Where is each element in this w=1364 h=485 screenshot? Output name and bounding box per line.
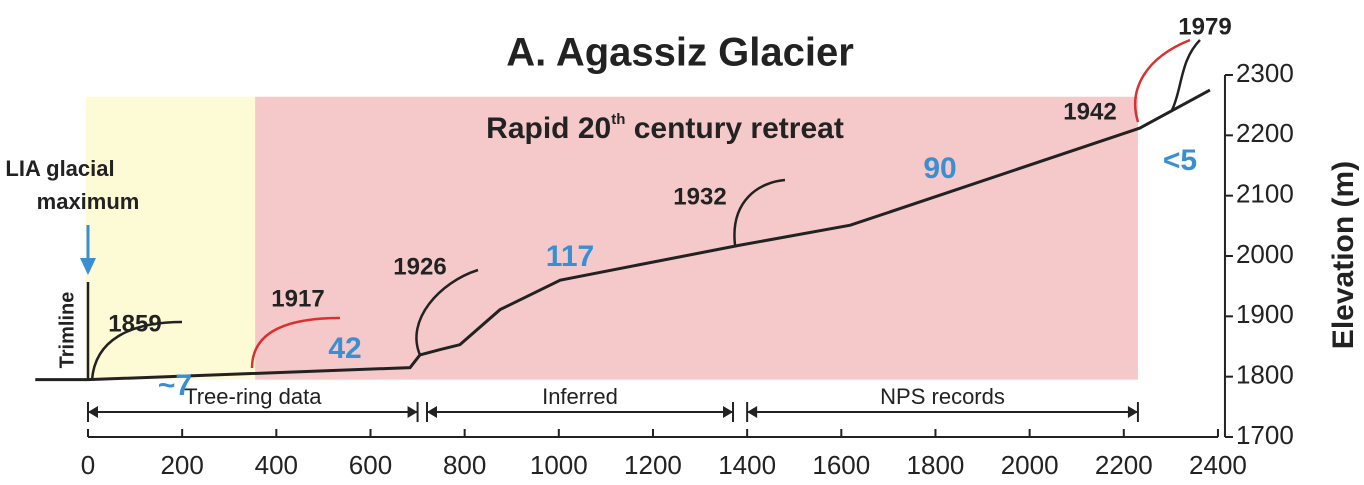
x-tick-label: 600 — [349, 450, 392, 480]
y-tick-label: 2200 — [1236, 118, 1294, 148]
lia-label: LIA glacial — [5, 156, 114, 181]
moraine-1926 — [415, 268, 479, 356]
year-label: 1942 — [1063, 98, 1116, 125]
shaded-region — [85, 96, 256, 380]
year-label: 1932 — [673, 183, 726, 210]
region-label-rest: century retreat — [625, 112, 843, 145]
x-tick-label: 1000 — [530, 450, 588, 480]
moraine-1917 — [250, 316, 341, 369]
rate-label: ~7 — [158, 369, 192, 402]
moraine-1942 — [1133, 38, 1191, 123]
period-label: Inferred — [542, 384, 618, 409]
y-tick-label: 1700 — [1236, 420, 1294, 450]
x-tick-label: 2000 — [1001, 450, 1059, 480]
x-tick-label: 2400 — [1189, 450, 1247, 480]
lia-label: maximum — [37, 189, 140, 214]
year-label: 1979 — [1178, 13, 1231, 40]
rate-label: <5 — [1163, 144, 1197, 177]
moraine-1859 — [90, 320, 183, 381]
region-label: Rapid 20th century retreat — [486, 111, 844, 145]
year-label: 1917 — [271, 285, 324, 312]
x-tick-label: 0 — [81, 450, 95, 480]
glacier-profile — [35, 88, 1211, 382]
regions — [85, 96, 1138, 380]
year-label: 1859 — [108, 310, 161, 337]
region-label-main: Rapid 20 — [486, 112, 611, 145]
lia-arrowhead — [80, 258, 96, 275]
period-label: NPS records — [880, 384, 1005, 409]
x-tick-label: 200 — [160, 450, 203, 480]
x-tick-label: 2200 — [1095, 450, 1153, 480]
period-label: Tree-ring data — [184, 384, 322, 409]
rate-label: 117 — [546, 240, 594, 273]
x-tick-label: 1200 — [624, 450, 682, 480]
x-tick-label: 400 — [255, 450, 298, 480]
chart-title: A. Agassiz Glacier — [506, 31, 854, 75]
shaded-region — [255, 96, 1138, 380]
y-tick-label: 1800 — [1236, 360, 1294, 390]
x-tick-label: 1800 — [907, 450, 965, 480]
x-tick-label: 1600 — [812, 450, 870, 480]
x-tick-label: 1400 — [718, 450, 776, 480]
y-tick-label: 2100 — [1236, 179, 1294, 209]
y-axis-title: Elevation (m) — [1327, 161, 1360, 349]
y-tick-label: 1900 — [1236, 299, 1294, 329]
year-label: 1926 — [393, 253, 446, 280]
region-label-sup: th — [611, 111, 625, 128]
y-tick-label: 2300 — [1236, 58, 1294, 88]
rate-label: 42 — [328, 332, 361, 365]
rate-label: 90 — [923, 152, 956, 185]
moraines — [80, 38, 1201, 381]
moraine-1979 — [1170, 39, 1201, 111]
y-tick-label: 2000 — [1236, 239, 1294, 269]
x-tick-label: 800 — [443, 450, 486, 480]
moraine-1932 — [733, 178, 786, 246]
trimline-label: Trimline — [56, 292, 78, 369]
